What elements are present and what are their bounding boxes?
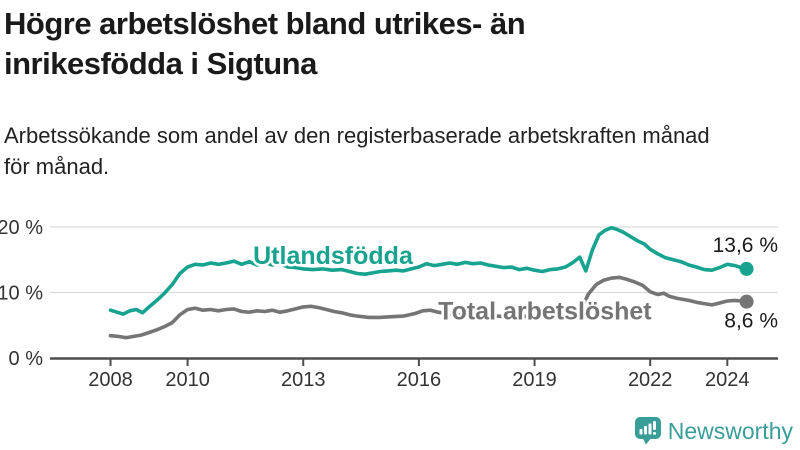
x-tick-label-2013: 2013 [281,369,326,391]
x-tick-label-2024: 2024 [705,369,750,391]
subtitle-line-2: för månad. [4,154,110,179]
line-chart: 2008 2010 2013 2016 2019 2022 2024 0 % 10 % 20 % T… [0,200,800,450]
newsworthy-logo-icon [634,417,661,445]
series-end-value-0: 8,6 % [724,310,778,333]
y-tick-label-10: 10 % [0,283,43,305]
series-label-1: Utlandsfödda [253,242,414,270]
title-line-2: inrikesfödda i Sigtuna [4,46,317,81]
chart-subtitle: Arbetssökande som andel av den registerb… [4,120,784,182]
series-end-dot-1 [739,261,754,276]
title-line-1: Högre arbetslöshet bland utrikes- än [4,6,526,41]
series-line-0 [108,275,749,340]
page-title: Högre arbetslöshet bland utrikes- än inr… [4,4,724,84]
y-tick-label-20: 20 % [0,217,43,239]
series-end-dot-0 [739,294,754,309]
x-tick-label-2016: 2016 [397,369,442,391]
series-label-0: Total arbetslöshet [438,297,652,325]
subtitle-line-1: Arbetssökande som andel av den registerb… [4,123,710,148]
x-tick-label-2022: 2022 [628,369,673,391]
x-tick-label-2008: 2008 [88,369,133,391]
y-tick-label-0: 0 % [9,348,44,370]
x-tick-label-2019: 2019 [512,369,557,391]
series-line-1 [108,225,749,316]
chart-canvas: 2008 2010 2013 2016 2019 2022 2024 0 % 10 % 20 % T… [0,217,780,391]
newsworthy-logo[interactable]: Newsworthy [634,416,793,446]
series-end-value-1: 13,6 % [713,234,778,257]
newsworthy-logo-text: Newsworthy [667,417,793,444]
x-tick-label-2010: 2010 [165,369,210,391]
